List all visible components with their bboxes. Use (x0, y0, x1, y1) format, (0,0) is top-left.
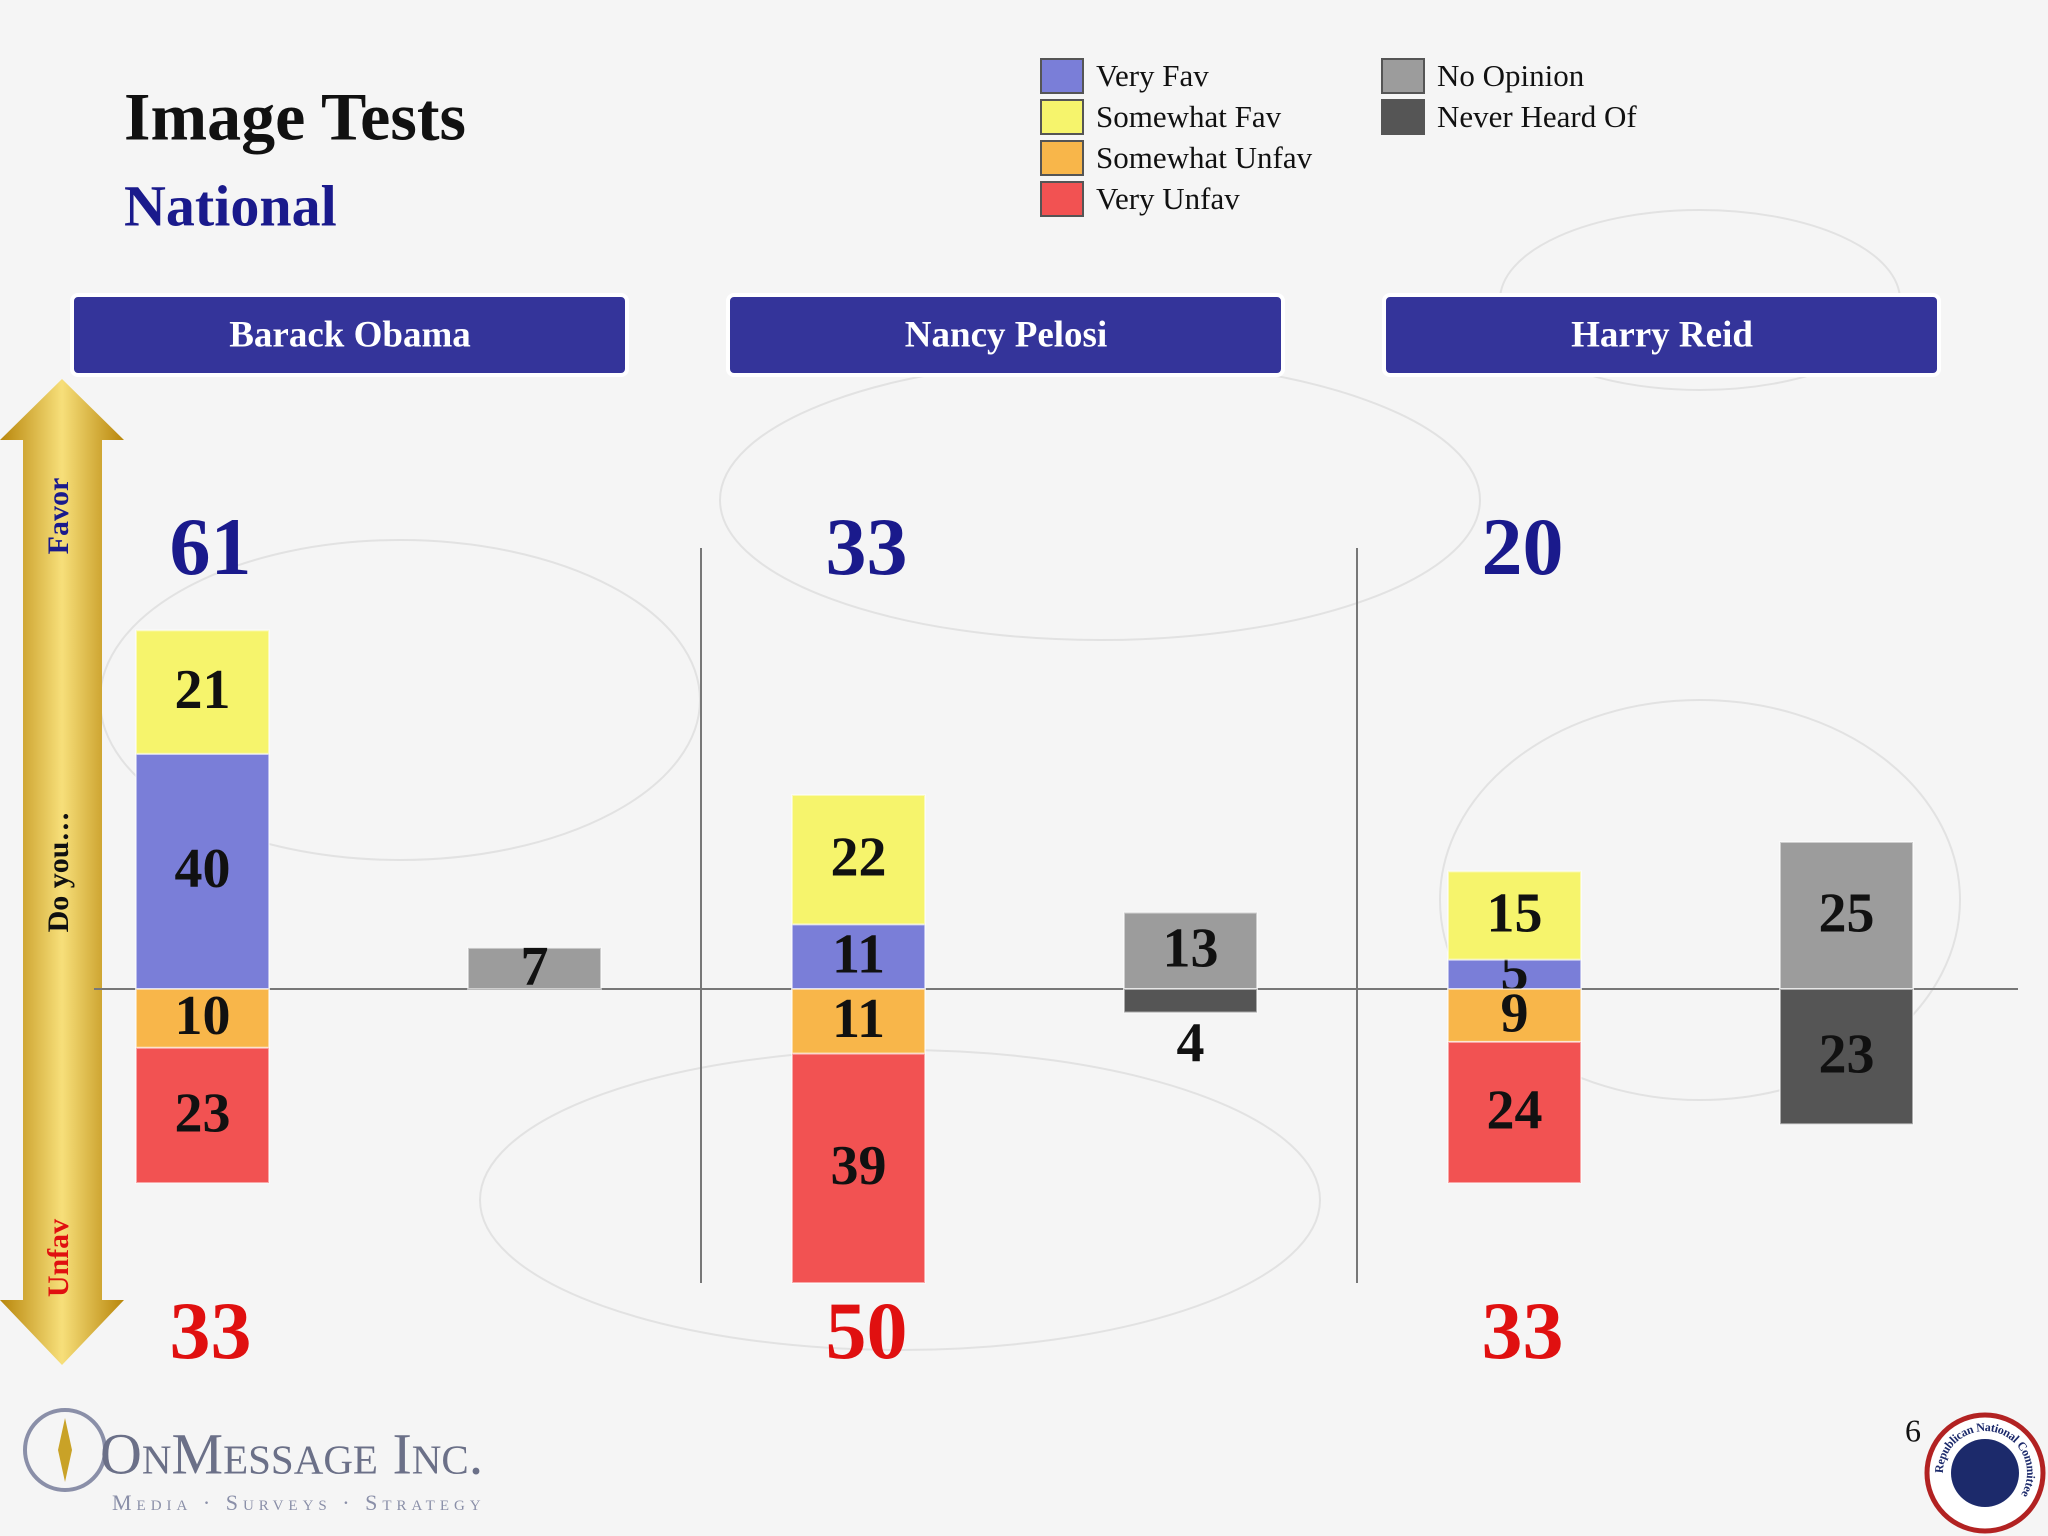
bar-segment (467, 946, 602, 991)
bar-value-label: 10 (175, 985, 231, 1047)
bar-value-label: 23 (1819, 1023, 1875, 1085)
bar-value-label: 39 (831, 1135, 887, 1197)
bar-segment (1779, 988, 1914, 1126)
favor-total: 33 (826, 501, 908, 592)
legend-label: Very Unfav (1096, 181, 1240, 216)
logo-compass (23, 1408, 107, 1492)
unfav-total: 50 (826, 1285, 908, 1376)
unfav-total: 33 (170, 1285, 252, 1376)
bar-value-label: 13 (1163, 918, 1219, 980)
logo: OnMessage Inc. Media · Surveys · Strateg… (23, 1408, 486, 1515)
bar-segment (1123, 911, 1258, 990)
bar-value-label: 40 (175, 838, 231, 900)
legend-swatch (1040, 140, 1084, 176)
candidate-header (726, 293, 1285, 377)
page-number: 6 (1905, 1412, 1921, 1448)
bar-value-label: 4 (1177, 1012, 1205, 1074)
candidate-name: Harry Reid (1571, 314, 1753, 355)
axis-middle: Do you… (42, 812, 75, 933)
bar-value-label: 15 (1487, 882, 1543, 944)
candidate-header (1382, 293, 1941, 377)
favor-unfav-arrow (0, 379, 124, 1365)
seal-center (1951, 1439, 2019, 1507)
legend-swatch (1381, 58, 1425, 94)
bar-segment (791, 1052, 926, 1285)
bar-segment (1447, 988, 1582, 1043)
bar-value-label: 21 (175, 659, 231, 721)
favor-total: 20 (1482, 501, 1564, 592)
bar-value-label: 22 (831, 826, 887, 888)
legend-swatch (1381, 99, 1425, 135)
candidate-name: Barack Obama (229, 314, 471, 355)
favor-total: 61 (170, 501, 252, 592)
legend-label: Very Fav (1096, 58, 1209, 93)
axis-favor: Favor (42, 478, 75, 555)
bar-segment (135, 1046, 270, 1185)
bar-value-label: 11 (832, 988, 885, 1050)
legend-swatch (1040, 181, 1084, 217)
bar-segment (1779, 841, 1914, 990)
title: Image Tests (124, 79, 466, 155)
candidate-name: Nancy Pelosi (905, 314, 1107, 355)
bar-segment (135, 629, 270, 755)
bar-value-label: 25 (1819, 882, 1875, 944)
bar-value-label: 9 (1501, 982, 1529, 1044)
logo-tagline: Media · Surveys · Strategy (112, 1490, 486, 1515)
bar-segment (1447, 1040, 1582, 1185)
bar-segment (1447, 958, 1582, 990)
legend-swatch (1040, 58, 1084, 94)
unfav-total: 33 (1482, 1285, 1564, 1376)
bar-value-label: 11 (832, 924, 885, 986)
subtitle: National (124, 173, 337, 238)
candidate-header (70, 293, 629, 377)
legend-label: Somewhat Fav (1096, 99, 1282, 134)
seal: Republican National Committee (1924, 1412, 2046, 1534)
axis-unfav: Unfav (42, 1219, 75, 1297)
bar-segment (1123, 988, 1258, 1014)
bar-segment (791, 793, 926, 926)
bar-segment (791, 923, 926, 991)
bar-value-label: 23 (175, 1082, 231, 1144)
bar-segment (791, 988, 926, 1055)
bar-value-label: 7 (521, 935, 549, 997)
legend-label: Somewhat Unfav (1096, 140, 1313, 175)
legend-swatch (1040, 99, 1084, 135)
legend-label: No Opinion (1437, 58, 1585, 93)
bar-segment (1447, 870, 1582, 961)
legend-label: Never Heard Of (1437, 99, 1637, 134)
bar-value-label: 24 (1487, 1079, 1543, 1141)
logo-needle (58, 1418, 72, 1482)
logo-text: OnMessage Inc. (100, 1421, 483, 1486)
